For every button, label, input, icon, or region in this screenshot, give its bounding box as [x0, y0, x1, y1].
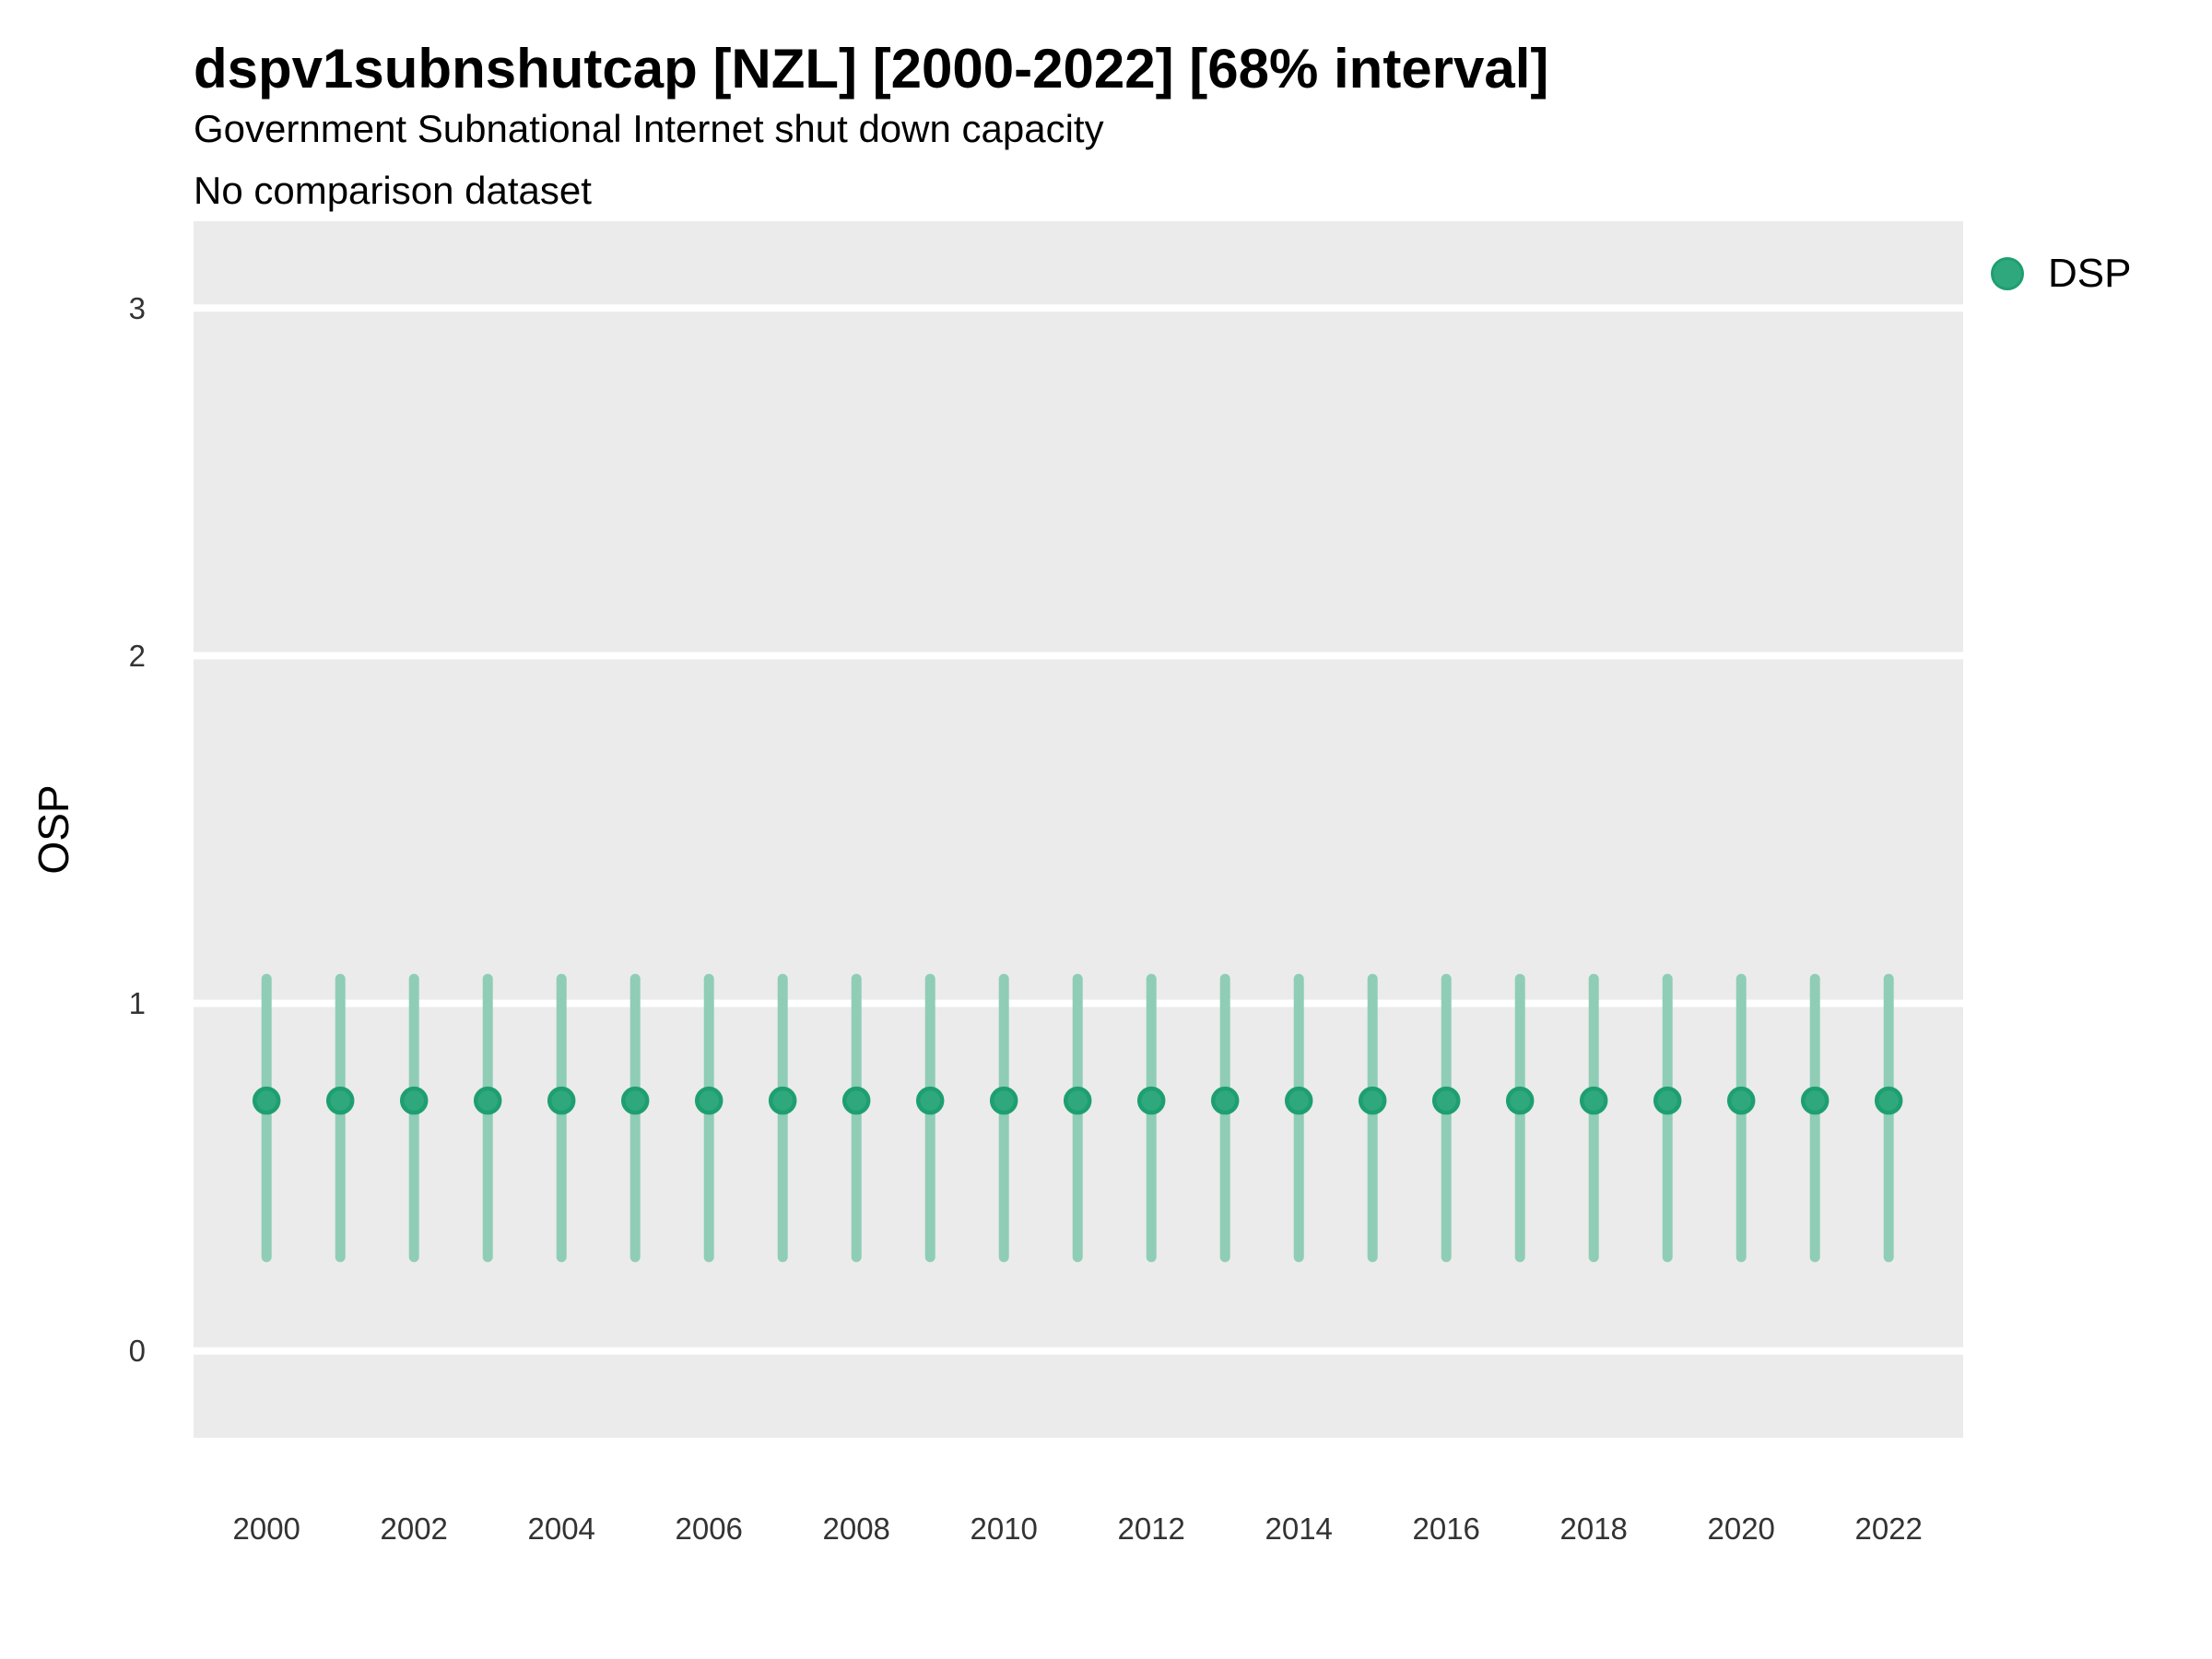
data-point-2018: [1579, 1086, 1608, 1115]
data-point-2012: [1136, 1086, 1166, 1115]
x-tick-label-2010: 2010: [970, 1512, 1037, 1546]
data-point-2020: [1726, 1086, 1756, 1115]
x-tick-label-2022: 2022: [1854, 1512, 1922, 1546]
x-tick-label-2004: 2004: [527, 1512, 594, 1546]
data-point-2007: [768, 1086, 797, 1115]
comparison-note: No comparison dataset: [194, 169, 592, 212]
x-tick-label-2012: 2012: [1117, 1512, 1184, 1546]
x-tick-label-2002: 2002: [380, 1512, 447, 1546]
data-point-2001: [325, 1086, 355, 1115]
data-point-2016: [1431, 1086, 1461, 1115]
data-point-2015: [1358, 1086, 1387, 1115]
y-tick-label-0: 0: [129, 1334, 146, 1368]
data-point-2005: [620, 1086, 650, 1115]
data-point-2017: [1505, 1086, 1535, 1115]
data-point-2006: [694, 1086, 724, 1115]
x-tick-label-2006: 2006: [675, 1512, 742, 1546]
x-tick-label-2020: 2020: [1707, 1512, 1774, 1546]
x-tick-label-2000: 2000: [232, 1512, 300, 1546]
chart-title: dspv1subnshutcap [NZL] [2000-2022] [68% …: [194, 38, 1549, 100]
legend: DSP: [1991, 251, 2131, 297]
data-point-2021: [1800, 1086, 1830, 1115]
data-point-2009: [915, 1086, 945, 1115]
x-tick-label-2014: 2014: [1265, 1512, 1332, 1546]
data-point-2004: [547, 1086, 576, 1115]
x-tick-label-2018: 2018: [1559, 1512, 1627, 1546]
data-point-2019: [1653, 1086, 1682, 1115]
data-point-2022: [1874, 1086, 1903, 1115]
y-tick-label-1: 1: [129, 986, 146, 1020]
data-point-2010: [989, 1086, 1018, 1115]
data-point-2011: [1063, 1086, 1092, 1115]
data-point-2000: [252, 1086, 281, 1115]
chart-subtitle: Government Subnational Internet shut dow…: [194, 107, 1104, 150]
y-tick-label-2: 2: [129, 639, 146, 673]
legend-label: DSP: [2048, 251, 2132, 296]
x-tick-label-2016: 2016: [1412, 1512, 1479, 1546]
legend-point-icon: [1991, 257, 2024, 290]
data-point-2013: [1210, 1086, 1240, 1115]
data-point-2014: [1284, 1086, 1313, 1115]
x-tick-label-2008: 2008: [822, 1512, 889, 1546]
data-point-2002: [399, 1086, 429, 1115]
y-tick-label-3: 3: [129, 291, 146, 325]
data-point-2003: [473, 1086, 502, 1115]
data-point-2008: [841, 1086, 871, 1115]
